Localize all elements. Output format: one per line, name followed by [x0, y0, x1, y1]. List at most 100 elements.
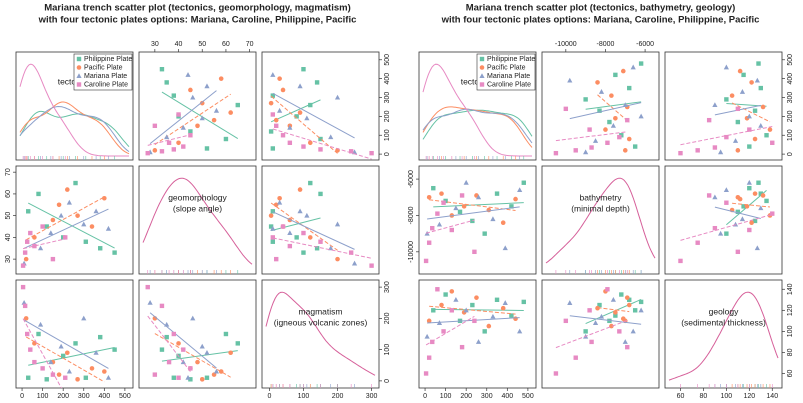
trend-line	[22, 238, 66, 250]
point	[597, 108, 602, 113]
legend-label: Caroline Plate	[84, 81, 128, 88]
x-tick-label: 60	[677, 393, 685, 400]
point	[595, 305, 600, 311]
point	[102, 195, 107, 201]
point	[747, 127, 752, 132]
point	[21, 299, 27, 305]
point	[23, 316, 29, 321]
trend-line	[555, 131, 628, 142]
point	[199, 100, 205, 106]
point	[509, 313, 514, 318]
point	[188, 129, 193, 134]
panel-content	[145, 67, 240, 156]
trend-line	[597, 307, 630, 313]
point	[22, 303, 28, 309]
point	[334, 221, 341, 227]
point	[20, 284, 26, 290]
x-tick-label: 500	[522, 393, 534, 400]
point	[176, 140, 181, 146]
point	[436, 320, 443, 325]
y-tick-label: 0	[384, 379, 391, 383]
point	[441, 329, 446, 334]
x-tick-label: 200	[57, 393, 69, 400]
point	[583, 329, 588, 334]
point	[112, 250, 117, 255]
panel	[541, 279, 660, 389]
point	[301, 230, 306, 236]
legend-marker	[76, 73, 82, 78]
legend-marker	[479, 73, 485, 78]
point	[470, 218, 475, 224]
point	[20, 263, 26, 268]
x-tick-label: 80	[700, 393, 708, 400]
trend-line	[585, 101, 642, 110]
panel	[541, 165, 660, 275]
point	[609, 93, 614, 98]
point	[26, 375, 31, 380]
point	[280, 87, 286, 93]
point	[105, 374, 112, 380]
point	[369, 263, 374, 268]
point	[449, 308, 454, 313]
point	[712, 145, 718, 150]
point	[171, 375, 177, 380]
point	[486, 207, 492, 213]
legend-label: Philippine Plate	[84, 56, 132, 63]
y-tick-label: 200	[384, 312, 391, 324]
panel-content	[553, 61, 644, 156]
trend-line	[680, 213, 773, 241]
panel	[418, 51, 537, 161]
y-tick-label: 300	[384, 92, 391, 104]
trend-line	[270, 202, 338, 251]
point	[735, 106, 741, 112]
point	[297, 83, 303, 89]
point	[626, 136, 632, 142]
point	[767, 127, 773, 132]
density-curve	[265, 291, 376, 376]
point	[277, 76, 282, 81]
legend-box	[73, 53, 133, 91]
point	[188, 377, 193, 382]
panel-content	[142, 177, 253, 274]
point	[75, 213, 80, 218]
y-tick-label: 100	[384, 129, 391, 141]
point	[318, 147, 323, 152]
x-tick-label: 100	[37, 393, 49, 400]
point	[490, 313, 496, 319]
trend-line	[555, 319, 628, 349]
point	[732, 221, 739, 227]
point	[431, 308, 436, 313]
point	[190, 315, 196, 321]
trend-line	[270, 217, 321, 232]
point	[44, 377, 49, 382]
point	[270, 209, 276, 214]
point	[40, 224, 45, 229]
legend-marker	[76, 56, 82, 62]
point	[764, 198, 769, 204]
point	[620, 316, 626, 322]
x-tick-label: 400	[98, 393, 110, 400]
point	[735, 209, 741, 215]
point	[218, 369, 224, 374]
point	[65, 187, 70, 192]
point	[470, 302, 475, 308]
x-tick-label: 50	[198, 41, 206, 48]
point	[739, 89, 746, 94]
point	[73, 341, 78, 346]
point	[199, 343, 205, 349]
point	[297, 187, 303, 192]
panel-content	[553, 287, 644, 376]
trend-line	[731, 102, 771, 123]
point	[457, 209, 463, 215]
point	[494, 191, 500, 196]
density-curve	[422, 108, 533, 144]
x-tick-label: 200	[460, 393, 472, 400]
density-curve	[19, 105, 130, 153]
y-tick-label: 400	[787, 73, 794, 85]
point	[752, 108, 758, 113]
point	[348, 149, 354, 154]
y-tick-label: 60	[5, 190, 12, 198]
point	[638, 61, 644, 66]
point	[439, 302, 444, 308]
point	[307, 140, 313, 146]
